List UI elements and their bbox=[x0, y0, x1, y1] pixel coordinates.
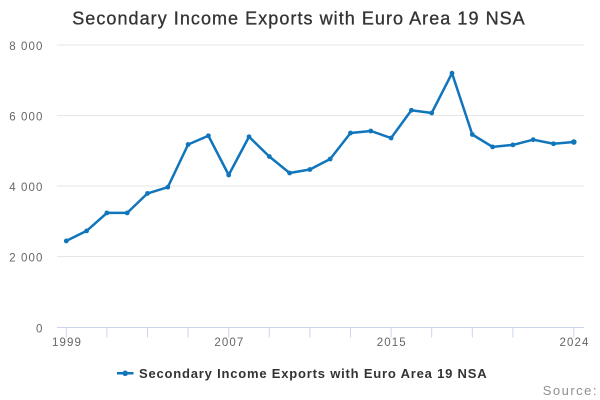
svg-text:0: 0 bbox=[36, 324, 44, 336]
svg-text:1999: 1999 bbox=[52, 337, 82, 349]
svg-text:Secondary Income Exports with: Secondary Income Exports with Euro Area … bbox=[72, 9, 526, 29]
svg-text:8 000: 8 000 bbox=[9, 41, 43, 53]
svg-text:2 000: 2 000 bbox=[9, 253, 43, 265]
svg-text:6 000: 6 000 bbox=[9, 112, 43, 124]
svg-text:Secondary Income Exports with: Secondary Income Exports with Euro Area … bbox=[139, 366, 487, 381]
svg-text:4 000: 4 000 bbox=[9, 182, 43, 194]
svg-text:2015: 2015 bbox=[377, 337, 407, 349]
svg-text:2024: 2024 bbox=[560, 337, 590, 349]
svg-text:2007: 2007 bbox=[214, 337, 244, 349]
svg-text:Source:: Source: bbox=[543, 383, 598, 398]
